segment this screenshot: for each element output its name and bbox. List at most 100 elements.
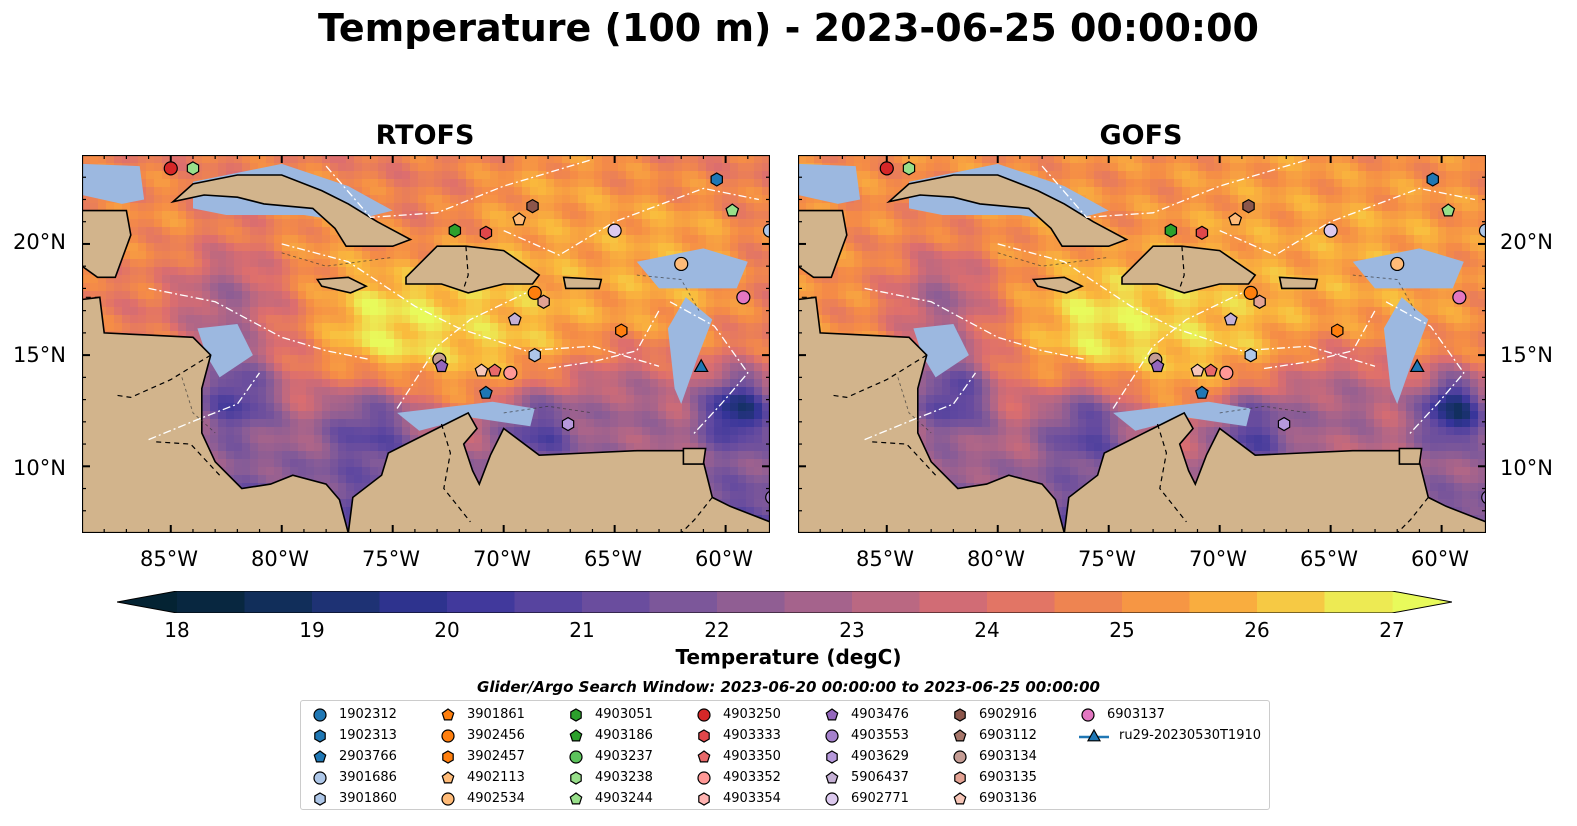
land-area (1278, 276, 1319, 290)
observation-marker-3901686 (1478, 223, 1486, 238)
observation-marker-4903333 (479, 225, 493, 241)
legend-label: 3902456 (467, 728, 525, 743)
country-border (1396, 497, 1429, 533)
legend-entry: 4903186 (567, 725, 653, 746)
colorbar-segment (919, 591, 988, 613)
land-area (1063, 411, 1486, 533)
legend-entry: 3901861 (439, 704, 525, 725)
map-rtofs[interactable] (82, 155, 770, 533)
eez-boundary (1041, 158, 1309, 218)
colorbar-tick-label: 19 (299, 618, 325, 642)
colorbar-segment (1324, 591, 1393, 613)
observation-marker-4903629 (1277, 416, 1291, 432)
legend-entry: 6902771 (823, 788, 909, 809)
country-border (155, 441, 221, 476)
observation-marker-3902456 (527, 285, 542, 300)
shelf-area (197, 324, 253, 378)
shelf-area (667, 297, 713, 404)
legend-entry: ru29-20230530T1910 (1079, 725, 1261, 746)
legend-label: 4903237 (595, 749, 653, 764)
colorbar-segment (514, 591, 583, 613)
lat-label-right-15: 15°N (1500, 343, 1553, 367)
observation-marker-2903766 (1195, 385, 1209, 399)
observation-marker-4903244 (1441, 203, 1456, 217)
observation-marker-1902313 (1426, 172, 1439, 187)
country-border (1156, 423, 1187, 523)
land-area (798, 209, 848, 279)
lon-label-rtofs-75: 75°W (362, 547, 420, 571)
observation-marker-4902113 (1228, 212, 1243, 226)
colorbar-segment (312, 591, 381, 613)
legend-entry: 4903237 (567, 746, 653, 767)
shelf-area (913, 324, 969, 378)
lat-label-right-20: 20°N (1500, 230, 1553, 254)
land-area (1398, 447, 1423, 465)
shelf-area (636, 248, 748, 289)
observation-marker-1902313 (710, 172, 723, 187)
lon-label-rtofs-80: 80°W (251, 547, 309, 571)
legend-label: 4903250 (723, 707, 781, 722)
legend-entry: 4903333 (695, 725, 781, 746)
colorbar-segment (244, 591, 313, 613)
lon-label-rtofs-85: 85°W (140, 547, 198, 571)
legend-entry: 3901860 (311, 788, 397, 809)
legend-label: 6902771 (851, 791, 909, 806)
search-window-text: Glider/Argo Search Window: 2023-06-20 00… (477, 678, 1100, 696)
colorbar-tick-label: 25 (1109, 618, 1135, 642)
legend-entry: 1902312 (311, 704, 397, 725)
country-border (871, 441, 937, 476)
legend-label: 4903476 (851, 707, 909, 722)
observation-marker-5906437 (507, 312, 522, 326)
lon-label-gofs-80: 80°W (967, 547, 1025, 571)
colorbar-extend-high (1392, 591, 1452, 613)
observation-marker-3901686 (762, 223, 770, 238)
legend-label: 6903136 (979, 791, 1037, 806)
observation-marker-3902456 (1243, 285, 1258, 300)
eez-boundary (1264, 310, 1376, 370)
legend-entry: 4903051 (567, 704, 653, 725)
land-area (1121, 245, 1257, 294)
land-area (886, 174, 1129, 247)
lon-label-gofs-65: 65°W (1300, 547, 1358, 571)
eez-boundary (669, 301, 749, 436)
colorbar-segment (447, 591, 516, 613)
legend-label: ru29-20230530T1910 (1119, 728, 1262, 743)
legend-entry: 4902534 (439, 788, 525, 809)
legend-label: 4902534 (467, 791, 525, 806)
observation-marker-4902113 (512, 212, 527, 226)
observation-marker-6903137 (1452, 290, 1467, 305)
lon-label-gofs-85: 85°W (856, 547, 914, 571)
land-area (562, 276, 603, 290)
legend-entry: 4903238 (567, 767, 653, 788)
legend-label: 4903238 (595, 770, 653, 785)
map-gofs[interactable] (798, 155, 1486, 533)
colorbar-tick-label: 26 (1244, 618, 1270, 642)
legend-entry: 3902457 (439, 746, 525, 767)
observation-marker-4903333 (1195, 225, 1209, 241)
observation-marker-6903135 (1253, 294, 1266, 309)
shelf-area (1352, 248, 1464, 289)
legend-label: 3901860 (339, 791, 397, 806)
eez-boundary (1112, 292, 1243, 409)
legend: 1902312 1902313 2903766 3901686 3901860 39018… (300, 700, 1270, 810)
land-area (682, 447, 707, 465)
legend-label: 4903186 (595, 728, 653, 743)
colorbar-segment (717, 591, 786, 613)
shelf-area (1383, 297, 1429, 404)
colorbar-tick-label: 18 (164, 618, 190, 642)
colorbar-segment (784, 591, 853, 613)
observation-marker-6902771 (607, 223, 622, 238)
colorbar-segment (852, 591, 921, 613)
land-area (82, 296, 350, 533)
legend-label: 1902312 (339, 707, 397, 722)
observation-marker-4903250 (879, 161, 894, 176)
legend-entry: 4903250 (695, 704, 781, 725)
legend-entry: 4903354 (695, 788, 781, 809)
observation-marker-3901860 (528, 347, 541, 363)
observation-marker-4903051 (448, 223, 462, 238)
observation-marker-6902916 (1242, 198, 1255, 214)
observation-marker-4903250 (163, 161, 178, 176)
observation-marker-3901860 (1244, 347, 1257, 363)
colorbar-segment (1257, 591, 1326, 613)
colorbar-tick-label: 20 (434, 618, 460, 642)
